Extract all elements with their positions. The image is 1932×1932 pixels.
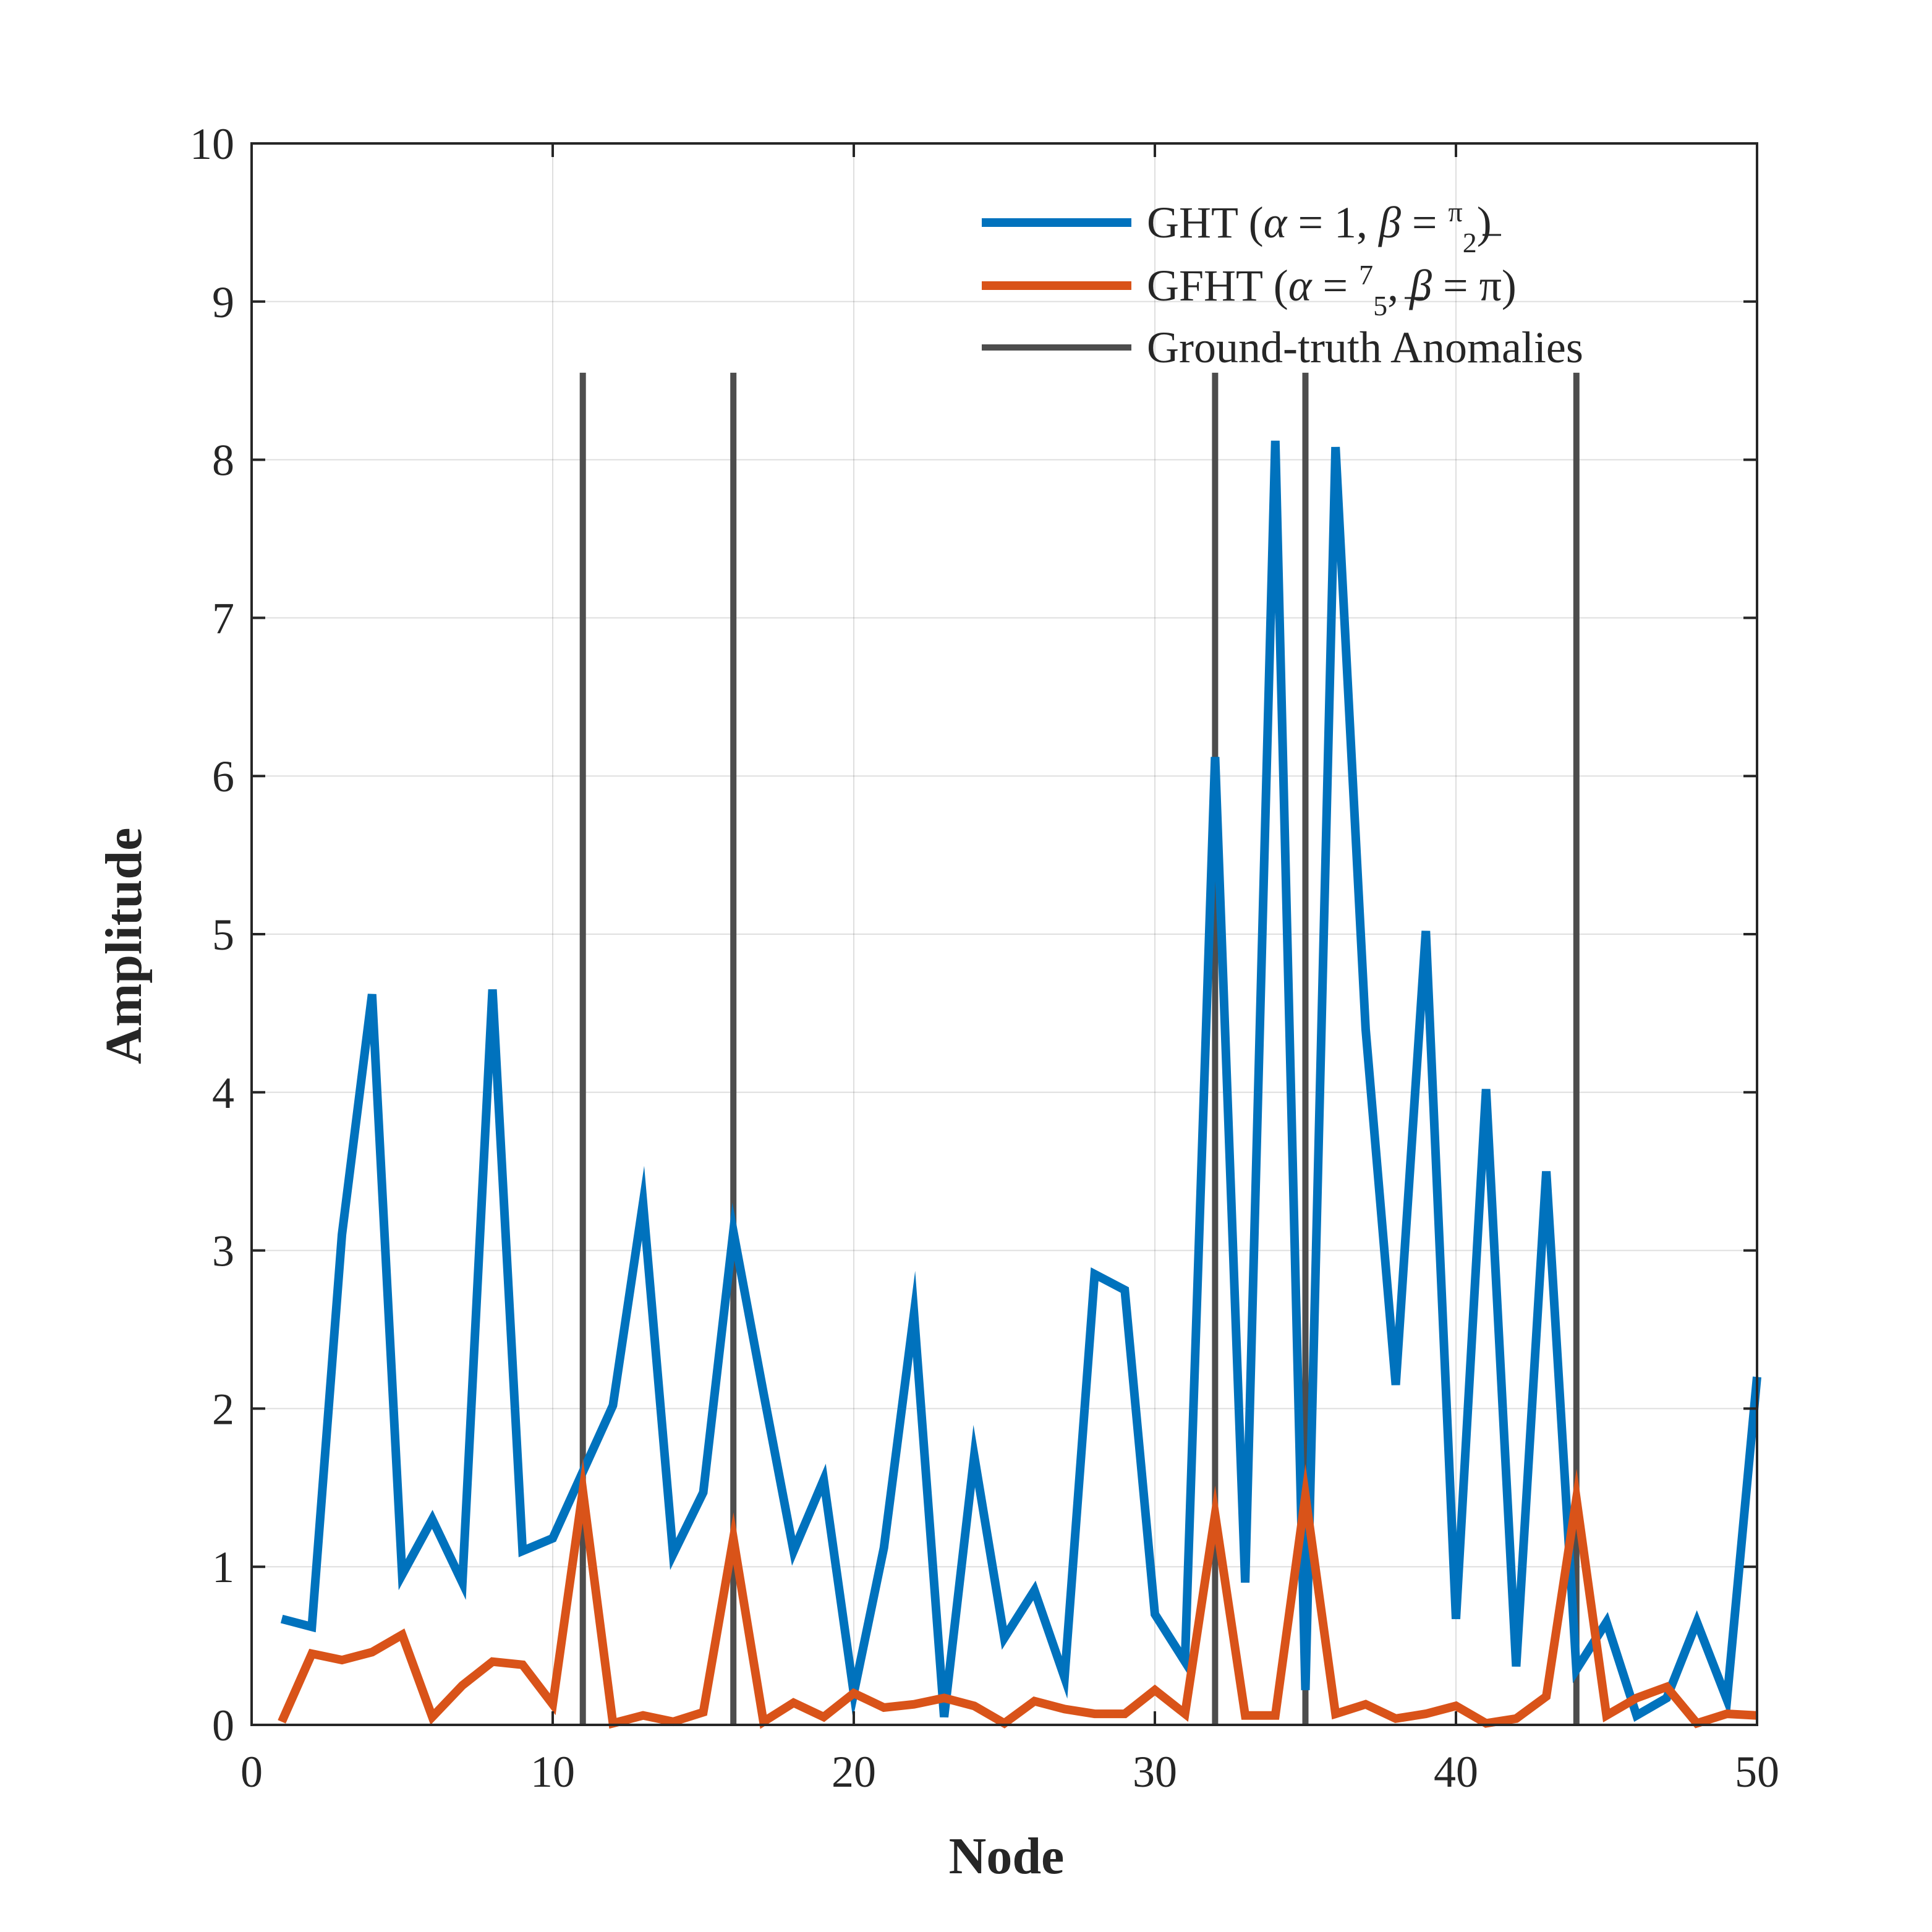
y-tick-label: 10 xyxy=(190,119,234,169)
x-tick-label: 30 xyxy=(1133,1747,1177,1797)
x-tick-label: 20 xyxy=(832,1747,876,1797)
series-lines xyxy=(278,440,1761,1729)
y-tick-label: 8 xyxy=(212,436,234,485)
y-tick-label: 3 xyxy=(212,1227,234,1276)
y-tick-label: 5 xyxy=(212,910,234,960)
x-tick-label: 50 xyxy=(1735,1747,1779,1797)
y-tick-label: 0 xyxy=(212,1701,234,1750)
y-tick-label: 6 xyxy=(212,752,234,801)
y-tick-label: 1 xyxy=(212,1543,234,1592)
y-axis-title: Amplitude xyxy=(95,828,153,1065)
legend-fraction-ght: π2 xyxy=(1449,196,1477,258)
x-tick-label: 40 xyxy=(1434,1747,1478,1797)
axis-ticks: 0 10 20 30 40 50 0 1 2 3 4 5 6 7 8 9 10 xyxy=(190,119,1779,1797)
y-tick-label: 9 xyxy=(212,278,234,327)
x-axis-title: Node xyxy=(949,1828,1065,1885)
series-line-ght xyxy=(280,440,1761,1722)
y-tick-label: 2 xyxy=(212,1384,234,1434)
x-tick-label: 0 xyxy=(240,1747,263,1797)
y-tick-label: 4 xyxy=(212,1068,234,1118)
legend-label-ght: GHT (α = 1, β = π2) xyxy=(1147,196,1492,258)
series-line-gfht xyxy=(278,1458,1758,1729)
y-tick-label: 7 xyxy=(212,594,234,643)
legend-label-anomalies: Ground-truth Anomalies xyxy=(1147,323,1583,372)
legend-label-gfht: GFHT (α = 75, β = π) xyxy=(1147,259,1517,321)
x-tick-label: 10 xyxy=(530,1747,575,1797)
legend: GHT (α = 1, β = π2) GFHT (α = 75, β = π)… xyxy=(982,196,1583,372)
